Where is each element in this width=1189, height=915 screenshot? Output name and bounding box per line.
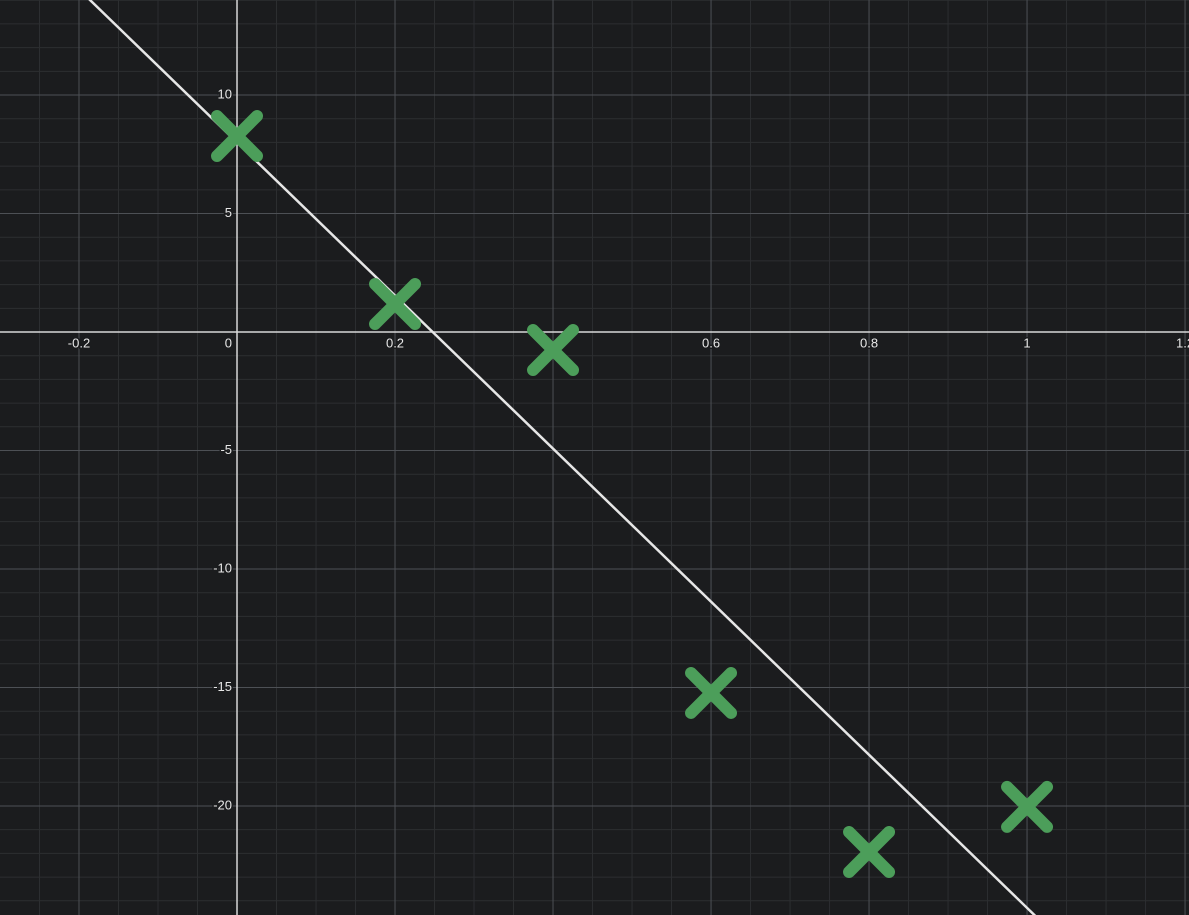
- point-stroke: [843, 825, 896, 878]
- point: [685, 666, 738, 719]
- x-tick-label: 0.6: [702, 335, 720, 350]
- x-tick-label: 1.2: [1176, 335, 1189, 350]
- point: [527, 324, 580, 377]
- x-tick-label: -0.2: [68, 335, 90, 350]
- point-stroke: [211, 110, 264, 163]
- point: [843, 825, 896, 878]
- y-tick-label: 5: [225, 205, 232, 220]
- point-stroke: [685, 666, 738, 719]
- point-stroke: [1001, 780, 1054, 833]
- x-tick-label: 0.2: [386, 335, 404, 350]
- y-tick-label: -5: [220, 442, 232, 457]
- y-tick-label: -10: [213, 560, 232, 575]
- x-tick-label: 0.8: [860, 335, 878, 350]
- point: [211, 110, 264, 163]
- point: [369, 278, 422, 331]
- x-tick-label: 0: [225, 335, 232, 350]
- point-stroke: [369, 278, 422, 331]
- y-tick-label: -15: [213, 679, 232, 694]
- x-tick-label: 1: [1023, 335, 1030, 350]
- y-tick-label: -20: [213, 797, 232, 812]
- point-stroke: [527, 324, 580, 377]
- y-tick-label: 10: [218, 86, 232, 101]
- point: [1001, 780, 1054, 833]
